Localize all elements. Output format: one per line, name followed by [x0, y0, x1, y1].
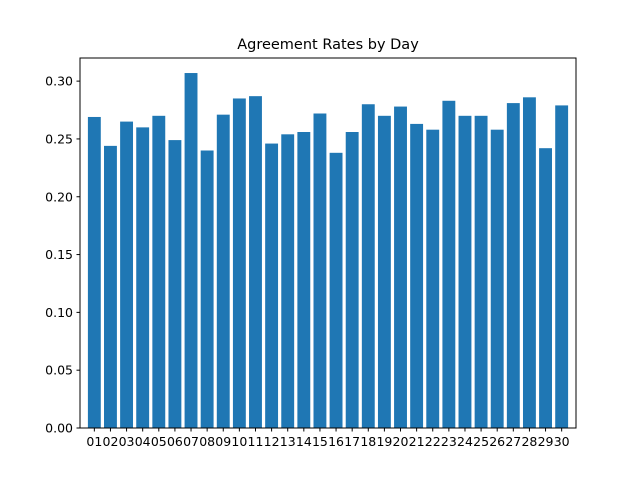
bar-23 — [442, 100, 456, 428]
x-tick-label: 13 — [280, 434, 296, 449]
bar-03 — [120, 121, 134, 428]
x-tick-label: 05 — [151, 434, 167, 449]
bar-20 — [394, 106, 407, 428]
x-tick-label: 04 — [135, 434, 151, 449]
y-axis: 0.00 0.05 0.10 0.15 0.20 0.25 0.30 — [45, 74, 80, 436]
bar-19 — [377, 115, 391, 428]
x-tick-label: 18 — [360, 434, 376, 449]
x-tick-label: 16 — [328, 434, 344, 449]
bar-18 — [361, 104, 375, 428]
x-tick-label: 01 — [86, 434, 102, 449]
x-tick-label: 10 — [231, 434, 247, 449]
x-tick-label: 09 — [215, 434, 231, 449]
chart-title: Agreement Rates by Day — [237, 37, 419, 53]
x-tick-label: 20 — [393, 434, 409, 449]
bar-12 — [265, 143, 279, 428]
x-tick-label: 14 — [296, 434, 312, 449]
x-tick-label: 06 — [167, 434, 183, 449]
x-tick-label: 25 — [473, 434, 489, 449]
bar-04 — [136, 127, 150, 428]
x-tick-label: 15 — [312, 434, 328, 449]
bar-26 — [490, 129, 504, 428]
y-tick-label: 0.20 — [45, 189, 73, 204]
x-tick-label: 19 — [376, 434, 392, 449]
x-tick-label: 03 — [119, 434, 135, 449]
x-tick-label: 11 — [248, 434, 264, 449]
x-tick-label: 21 — [409, 434, 425, 449]
bar-27 — [506, 103, 520, 428]
x-tick-label: 24 — [457, 434, 473, 449]
x-tick-label: 02 — [103, 434, 119, 449]
bar-08 — [200, 150, 214, 428]
plot-frame — [79, 57, 577, 429]
x-tick-label: 07 — [183, 434, 199, 449]
bar-13 — [281, 134, 295, 428]
bar-24 — [458, 115, 472, 428]
x-tick-label: 17 — [344, 434, 360, 449]
x-tick-label: 26 — [489, 434, 505, 449]
bar-21 — [410, 123, 424, 428]
bar-17 — [345, 132, 359, 428]
y-tick-label: 0.05 — [45, 363, 73, 378]
bar-16 — [329, 152, 343, 428]
bar-06 — [168, 140, 182, 428]
bar-09 — [216, 114, 230, 428]
x-tick-label: 29 — [538, 434, 554, 449]
x-tick-label: 22 — [425, 434, 441, 449]
x-tick-label: 23 — [441, 434, 457, 449]
y-tick-label: 0.15 — [45, 247, 73, 262]
bar-14 — [297, 132, 311, 428]
bar-28 — [522, 97, 536, 428]
bar-01 — [87, 116, 101, 428]
bar-30 — [555, 105, 569, 428]
x-tick-label: 30 — [554, 434, 570, 449]
bars-group — [87, 73, 569, 428]
x-tick-label: 08 — [199, 434, 215, 449]
bar-10 — [232, 98, 246, 428]
bar-22 — [426, 129, 440, 428]
y-tick-label: 0.30 — [45, 74, 73, 89]
y-tick-label: 0.10 — [45, 305, 73, 320]
bar-15 — [313, 113, 327, 428]
bar-07 — [184, 73, 198, 428]
bar-02 — [104, 145, 117, 428]
bar-05 — [152, 115, 166, 428]
x-tick-label: 28 — [521, 434, 537, 449]
x-tick-label: 12 — [264, 434, 280, 449]
bar-29 — [539, 148, 552, 428]
y-tick-label: 0.25 — [45, 131, 73, 146]
y-tick-label: 0.00 — [45, 421, 73, 436]
bar-11 — [249, 96, 262, 428]
x-axis: 01 02 03 04 05 06 07 08 09 10 11 12 13 14 15 16 17 18 19 20… — [86, 428, 570, 449]
x-tick-label: 27 — [505, 434, 521, 449]
bar-25 — [474, 115, 488, 428]
